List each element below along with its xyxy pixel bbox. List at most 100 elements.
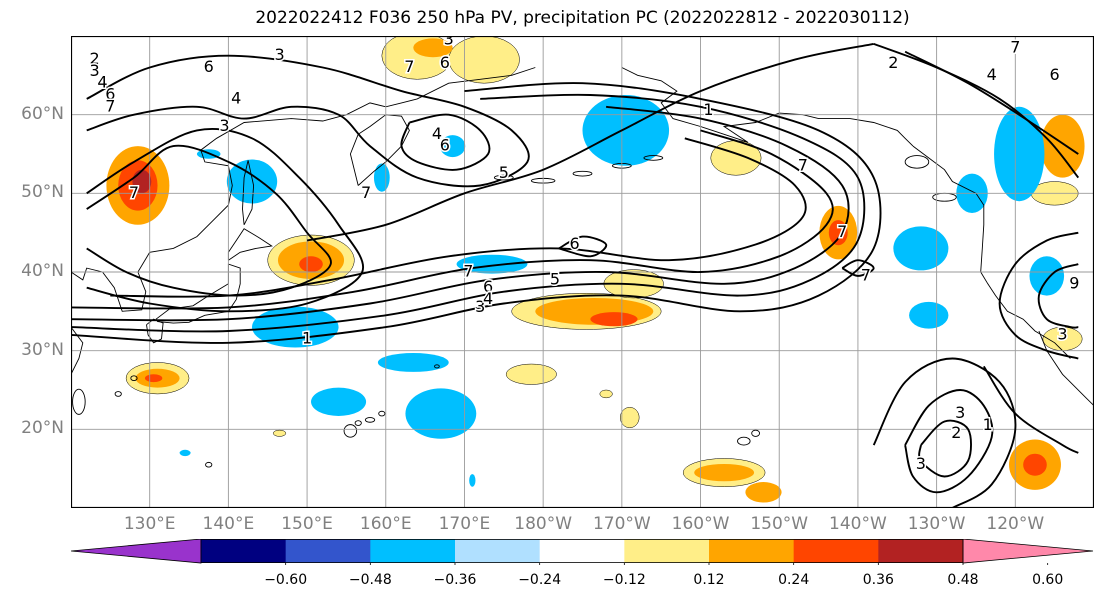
contour-label-5: 3 (274, 45, 284, 64)
contour-label-37: 3 (1057, 324, 1067, 343)
lat-label-2: 40°N (21, 261, 64, 281)
contour-label-24: 5 (550, 269, 560, 288)
colorbar-tick-label-5: 0.12 (693, 572, 725, 588)
contour-east-trough-2 (1037, 263, 1079, 329)
contour-label-8: 3 (219, 116, 229, 135)
coastline-hokkaido (227, 228, 273, 261)
contour-label-29: 7 (1010, 37, 1020, 56)
precip-area-33 (413, 38, 453, 58)
lat-label-0: 60°N (21, 103, 64, 124)
precip-area-46 (440, 135, 466, 158)
precip-area-41 (405, 388, 477, 439)
precipitation-shading (106, 36, 1085, 503)
colorbar-tick-label-1: −0.48 (348, 572, 392, 588)
lon-label-8: 150°W (750, 514, 809, 534)
precip-area-31 (694, 463, 755, 482)
contour-label-16: 7 (361, 183, 371, 202)
lon-label-2: 150°E (281, 514, 333, 534)
contour-label-26: 4 (483, 289, 493, 308)
contour-label-14: 5 (499, 163, 509, 182)
coastline-kamchatka (349, 114, 410, 186)
precip-area-38 (582, 95, 670, 166)
precip-area-29 (1040, 114, 1085, 178)
contour-label-13: 6 (440, 136, 450, 155)
colorbar-tick-label-4: −0.12 (602, 572, 646, 588)
precip-area-37 (590, 312, 638, 327)
precip-area-54 (1023, 453, 1047, 476)
precip-area-48 (828, 220, 848, 246)
precip-area-16 (272, 429, 287, 437)
precip-area-42 (456, 254, 528, 274)
island-11 (72, 388, 86, 415)
contour-label-0: 2 (90, 49, 100, 68)
colorbar-tick-label-0: −0.60 (264, 572, 308, 588)
colorbar-box-2 (370, 539, 456, 563)
contour-label-25: 3 (475, 297, 485, 316)
coastline-honshu (155, 263, 241, 324)
contour-subtrop-east (983, 365, 1079, 454)
contour-jet-south-3 (71, 105, 850, 322)
colorbar-extend-min (71, 539, 202, 564)
contour-label-22: 7 (463, 262, 473, 281)
island-8 (205, 461, 213, 468)
lon-label-9: 140°W (829, 514, 887, 534)
precip-area-39 (144, 374, 163, 383)
island-9 (114, 391, 122, 397)
island-0 (364, 417, 376, 423)
colorbar-box-7 (793, 539, 879, 563)
colorbar-box-8 (878, 539, 964, 563)
lon-label-1: 140°E (202, 514, 255, 534)
lon-label-10: 130°W (907, 514, 966, 534)
contour-label-32: 3 (955, 403, 965, 422)
contour-label-4: 7 (105, 96, 115, 115)
lon-label-3: 160°E (359, 514, 412, 534)
contour-label-31: 6 (1050, 65, 1060, 84)
coastline-kyushu (146, 318, 164, 344)
precip-area-35 (299, 256, 323, 272)
precip-area-44 (226, 159, 278, 204)
precip-area-55 (179, 449, 191, 457)
contour-east-ridge-2 (904, 50, 1079, 155)
colorbar-tick-label-3: −0.24 (518, 572, 562, 588)
contour-label-18: 7 (798, 155, 808, 174)
colorbar-box-1 (285, 539, 371, 563)
precip-area-56 (469, 474, 476, 487)
contour-jet-south-4 (71, 129, 834, 310)
contour-label-21: 7 (861, 265, 871, 284)
contour-label-27: 1 (302, 328, 312, 347)
contour-label-34: 1 (983, 415, 993, 434)
contour-label-12: 4 (432, 124, 442, 143)
colorbar-box-3 (455, 539, 541, 563)
contour-label-17: 1 (703, 100, 713, 119)
contour-label-15: 7 (129, 183, 139, 202)
island-5 (751, 429, 761, 437)
contour-label-30: 4 (987, 65, 997, 84)
contour-subtrop-low-1 (904, 389, 994, 494)
contour-small-6-ring (558, 235, 608, 258)
island-3 (378, 410, 386, 417)
contour-label-28: 2 (888, 53, 898, 72)
precip-area-14 (620, 407, 640, 429)
island-12 (434, 364, 440, 369)
island-17 (643, 155, 664, 161)
island-13 (493, 174, 514, 181)
precip-area-15 (599, 389, 613, 399)
contour-label-1: 3 (90, 61, 100, 80)
lon-label-0: 130°E (123, 514, 176, 534)
contour-label-35: 3 (916, 454, 926, 473)
contour-subtrop-low-3 (872, 357, 1017, 508)
island-15 (572, 170, 593, 177)
contour-small-7-ring (841, 259, 875, 277)
contour-label-10: 3 (444, 36, 454, 48)
precip-area-49 (893, 226, 949, 271)
colorbar-box-5 (624, 539, 710, 563)
lon-label-11: 120°W (986, 514, 1045, 534)
colorbar-tick-label-7: 0.36 (862, 572, 894, 588)
contour-label-23: 6 (483, 277, 493, 296)
precip-area-51 (994, 106, 1045, 202)
colorbar-tick-label-2: −0.36 (433, 572, 477, 588)
contour-label-11: 6 (440, 53, 450, 72)
contour-jet-south-5 (110, 137, 807, 298)
island-6 (904, 155, 930, 169)
